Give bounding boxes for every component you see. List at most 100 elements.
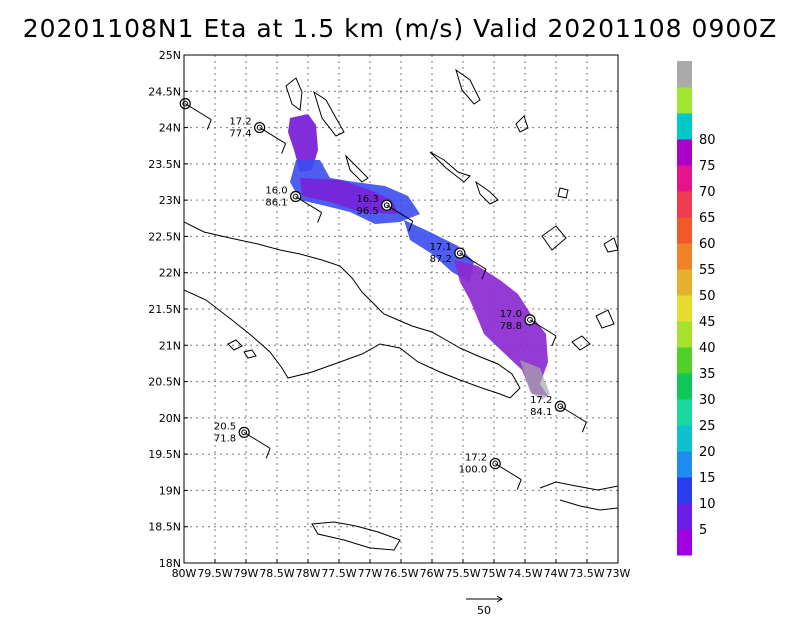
station-ring-inner <box>557 403 564 410</box>
wind-barb-flag <box>317 212 323 223</box>
wind-barb <box>560 405 587 423</box>
station-direction-label: 84.1 <box>530 407 552 418</box>
colorbar-label: 25 <box>699 419 716 434</box>
y-tick-label: 20.5N <box>148 376 181 389</box>
x-tick-label: 74W <box>544 567 569 580</box>
chart-title: 20201108N1 Eta at 1.5 km (m/s) Valid 202… <box>22 14 778 43</box>
wind-barb <box>243 431 271 449</box>
colorbar-label: 15 <box>699 471 716 486</box>
colorbar-swatch <box>677 399 692 426</box>
station-ring-inner <box>457 250 463 257</box>
colorbar-swatch <box>677 113 692 140</box>
y-tick-label: 18.5N <box>148 521 181 534</box>
x-tick-label: 73W <box>606 567 631 580</box>
reference-vector: 50 <box>466 595 503 617</box>
wind-barb-flag <box>408 221 414 232</box>
colorbar-swatch <box>677 139 692 166</box>
colorbar-label: 70 <box>699 185 716 200</box>
x-tick-label: 76W <box>420 567 445 580</box>
station-speed-label: 17.2 <box>229 117 251 128</box>
station-speed-label: 17.0 <box>500 309 522 320</box>
station-marker: 20.571.8 <box>214 421 271 459</box>
bahamas-island-1 <box>313 90 345 137</box>
colorbar-label: 65 <box>699 211 716 226</box>
y-tick-label: 22.5N <box>148 230 181 243</box>
wind-barb <box>184 103 212 121</box>
station-markers: 17.277.416.086.1 16.396.517.187.217.078.8… <box>179 98 587 490</box>
station-marker: 16.396.5 <box>356 194 414 232</box>
wind-barb-flag <box>265 448 271 459</box>
colorbar-swatch <box>677 269 692 296</box>
x-tick-label: 79.5W <box>197 567 232 580</box>
station-marker: 16.086.1 <box>265 186 323 223</box>
turks-caicos <box>595 309 615 329</box>
colorbar-swatch <box>677 451 692 478</box>
station-ring-inner <box>527 316 533 323</box>
bahamas-island-8 <box>557 187 569 199</box>
y-tick-label: 24N <box>159 122 181 135</box>
y-tick-label: 19.5N <box>148 448 181 461</box>
station-speed-label: 17.2 <box>530 395 552 406</box>
x-tick-label: 76.5W <box>383 567 418 580</box>
bahamas-island-7 <box>541 225 567 251</box>
wind-barb <box>529 319 557 337</box>
bahamas-island-5 <box>475 180 499 205</box>
colorbar-swatch <box>677 477 692 504</box>
wind-barb <box>459 252 487 270</box>
y-tick-label: 18N <box>159 557 181 570</box>
station-speed-label: 16.0 <box>265 186 287 197</box>
x-tick-label: 80W <box>172 567 197 580</box>
station-direction-label: 100.0 <box>459 465 488 476</box>
colorbar-swatch <box>677 165 692 192</box>
hispaniola-coast <box>539 481 618 491</box>
station-direction-label: 78.8 <box>500 321 522 332</box>
wind-barb <box>386 204 414 222</box>
station-direction-label: 96.5 <box>356 206 378 217</box>
wind-field-purple-north <box>288 114 318 172</box>
small-island-west-2 <box>243 349 257 359</box>
andros-island <box>285 77 303 111</box>
station-ring-inner <box>182 100 189 107</box>
station-marker: 17.187.2 <box>430 242 487 280</box>
x-tick-label: 73.5W <box>569 567 604 580</box>
wind-barb <box>494 463 522 481</box>
jamaica-coast <box>311 521 401 551</box>
cuba-north-coast <box>184 221 521 399</box>
small-island-west-1 <box>227 339 243 351</box>
station-marker: 17.284.1 <box>530 395 587 433</box>
colorbar-swatch <box>677 529 692 556</box>
colorbar-swatch <box>677 295 692 322</box>
y-tick-label: 22N <box>159 267 181 280</box>
wind-barb-flag <box>551 335 557 347</box>
colorbar-label: 5 <box>699 523 707 538</box>
y-tick-label: 23.5N <box>148 158 181 171</box>
colorbar-swatch <box>677 347 692 374</box>
wind-barb-flag <box>581 422 587 433</box>
colorbar-label: 30 <box>699 393 716 408</box>
wind-speed-field <box>288 114 550 400</box>
colorbar-swatch <box>677 191 692 218</box>
colorbar-label: 60 <box>699 237 716 252</box>
reference-vector-arrowhead <box>496 595 503 603</box>
x-tick-label: 79W <box>234 567 259 580</box>
wind-field-gray-edge <box>520 360 550 400</box>
station-ring-inner <box>256 124 263 131</box>
station-direction-label: 71.8 <box>214 433 236 444</box>
coastlines <box>184 68 618 551</box>
wind-barb <box>259 127 286 144</box>
colorbar-swatch <box>677 217 692 244</box>
station-ring-inner <box>241 429 248 436</box>
wind-barb-flag <box>481 268 487 280</box>
station-speed-label: 16.3 <box>356 194 378 205</box>
colorbar-label: 40 <box>699 341 716 356</box>
x-tick-label: 75.5W <box>445 567 480 580</box>
station-ring-inner <box>492 460 499 467</box>
colorbar-label: 10 <box>699 497 716 512</box>
bahamas-island-9 <box>603 237 618 253</box>
colorbar-label: 20 <box>699 445 716 460</box>
x-axis-tick-labels: 80W 79.5W 79W 78.5W 78W 77.5W 77W 76.5W 76W 75.5W… <box>172 559 631 580</box>
y-tick-label: 24.5N <box>148 85 181 98</box>
station-speed-label: 17.1 <box>430 242 452 253</box>
y-tick-label: 19N <box>159 484 181 497</box>
